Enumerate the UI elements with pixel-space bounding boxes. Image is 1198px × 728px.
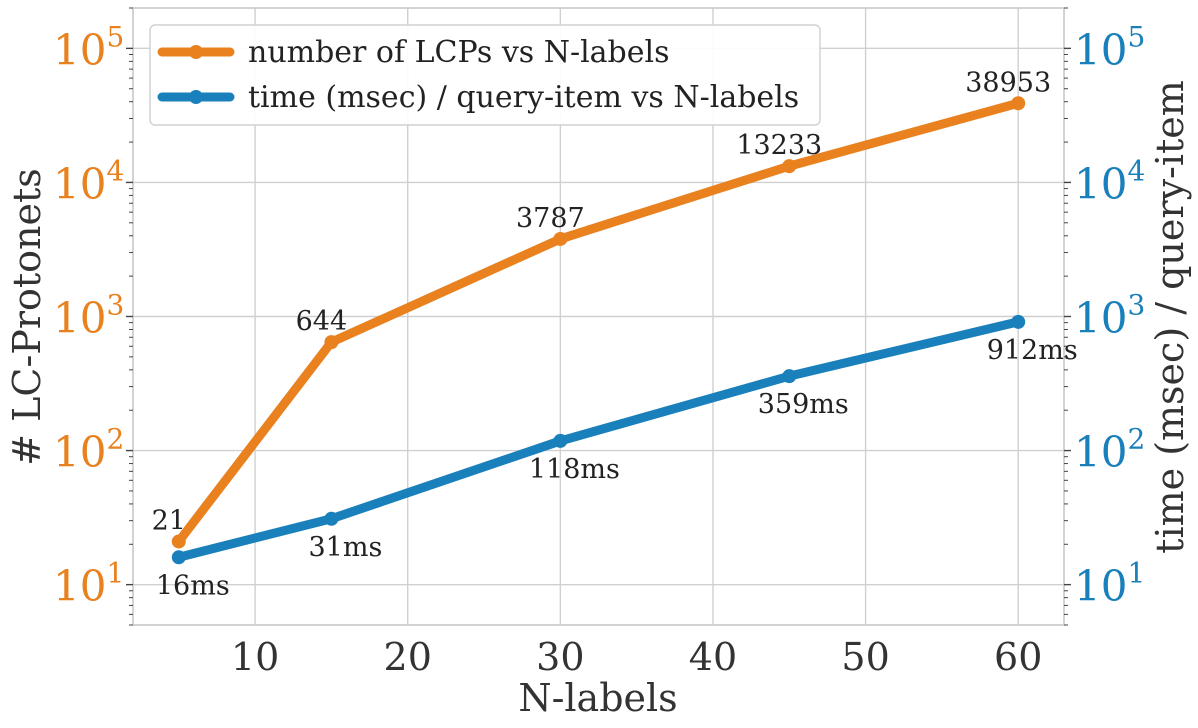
time-label: 16ms — [156, 570, 230, 601]
series-line-2 — [174, 317, 1023, 562]
lcp-count-label: 38953 — [965, 67, 1051, 98]
data-labels: 21 16ms 644 31ms 3787 118ms 13233 359ms 38953 912… — [152, 67, 1078, 601]
x-tick-label: 40 — [689, 635, 737, 679]
x-tick-label: 10 — [231, 635, 279, 679]
right-y-tick-label: 105 — [1074, 20, 1145, 74]
series-1-point — [782, 159, 797, 174]
legend-swatch-marker — [189, 90, 203, 104]
time-label: 31ms — [308, 532, 382, 563]
x-tick-label: 20 — [384, 635, 432, 679]
series-2-point — [553, 433, 568, 448]
left-y-tick-label: 104 — [53, 154, 124, 208]
series-1-point — [324, 335, 339, 350]
left-y-tick-label: 102 — [53, 423, 124, 477]
lcp-count-label: 21 — [152, 505, 186, 536]
series-1-point — [1011, 96, 1026, 111]
series-layer — [171, 96, 1026, 565]
series-2-point — [171, 550, 186, 565]
legend-label: number of LCPs vs N-labels — [248, 35, 670, 70]
legend: number of LCPs vs N-labels time (msec) / … — [149, 24, 821, 126]
left-y-axis-title: # LC-Protonets — [5, 168, 49, 466]
lcp-count-label: 644 — [296, 306, 348, 337]
time-label: 118ms — [529, 454, 620, 485]
right-y-axis-title: time (msec) / query-item — [1148, 80, 1192, 554]
right-y-tick-label: 101 — [1074, 557, 1145, 611]
x-tick-label: 50 — [841, 635, 889, 679]
right-y-tick-label: 103 — [1074, 289, 1145, 343]
series-2-point — [1011, 314, 1026, 329]
time-label: 912ms — [987, 335, 1078, 366]
time-label: 359ms — [758, 389, 849, 420]
left-y-tick-label: 101 — [53, 557, 124, 611]
series-1-point — [553, 231, 568, 246]
axis-ticks: 10 20 30 40 50 60 101 101 102 102 103 103 104 104 105 1… — [53, 7, 1145, 679]
series-2-point — [782, 369, 797, 384]
series-1-point — [171, 534, 186, 549]
right-y-tick-label: 102 — [1074, 423, 1145, 477]
x-tick-label: 30 — [536, 635, 584, 679]
left-y-tick-label: 103 — [53, 289, 124, 343]
legend-box — [149, 24, 821, 126]
x-tick-label: 60 — [994, 635, 1042, 679]
left-y-tick-label: 105 — [53, 20, 124, 74]
legend-swatch-marker — [189, 45, 203, 59]
lcp-count-label: 13233 — [736, 130, 822, 161]
series-2-point — [324, 511, 339, 526]
legend-label: time (msec) / query-item vs N-labels — [248, 80, 799, 115]
lcp-count-label: 3787 — [516, 203, 585, 234]
right-y-tick-label: 104 — [1074, 154, 1145, 208]
x-axis-title: N-labels — [518, 676, 677, 720]
